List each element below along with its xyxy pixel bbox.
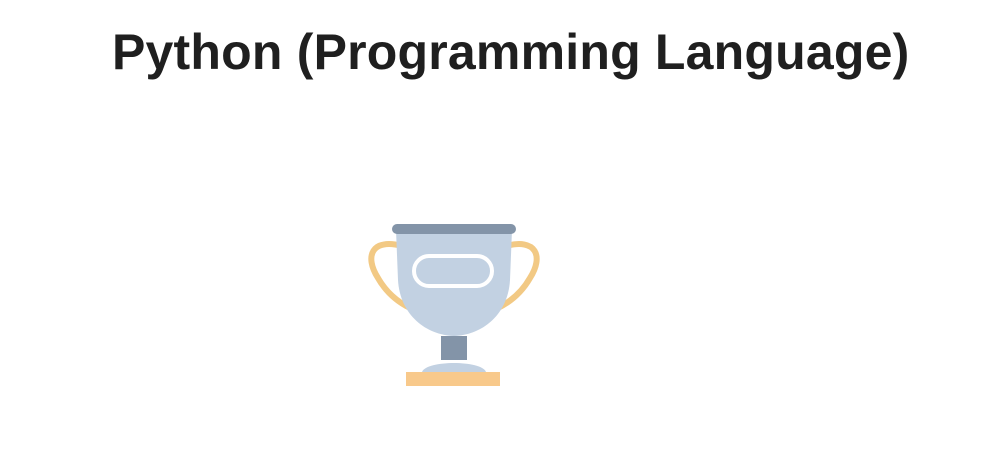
page-title: Python (Programming Language) xyxy=(112,24,910,80)
trophy-icon xyxy=(368,224,540,386)
trophy-illustration xyxy=(364,220,544,396)
